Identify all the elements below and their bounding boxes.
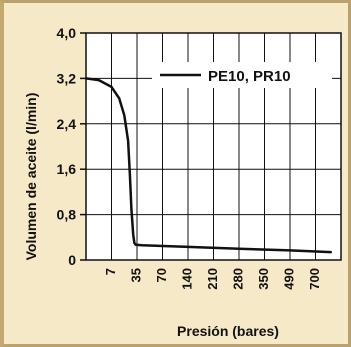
y-tick-label: 4,0 xyxy=(57,25,77,41)
y-tick-label: 0 xyxy=(68,252,76,268)
legend-label: PE10, PR10 xyxy=(208,68,291,85)
x-tick-label: 350 xyxy=(256,268,271,290)
x-tick-label: 140 xyxy=(179,268,194,290)
y-tick-label: 2,4 xyxy=(57,116,77,132)
x-tick-label: 280 xyxy=(230,268,245,290)
x-axis-label: Presión (bares) xyxy=(177,323,279,339)
y-tick-label: 0,8 xyxy=(57,207,77,223)
tick-labels: 7 35 70 140 210 280 350 490 700 0 0,8 1,6 2,4 3,2 4,0 xyxy=(57,25,322,290)
x-tick-label: 490 xyxy=(281,268,296,290)
y-tick-label: 3,2 xyxy=(57,70,77,86)
y-tick-label: 1,6 xyxy=(57,161,77,177)
legend: PE10, PR10 xyxy=(152,62,332,88)
y-axis-label: Volumen de aceite (l/min) xyxy=(23,93,39,261)
series-layer xyxy=(84,77,333,254)
x-tick-label: 35 xyxy=(128,268,143,282)
series-line xyxy=(84,77,333,254)
x-tick-label: 210 xyxy=(205,268,220,290)
x-tick-label: 70 xyxy=(154,268,169,282)
x-tick-label: 700 xyxy=(307,268,322,290)
x-tick-label: 7 xyxy=(103,268,118,275)
